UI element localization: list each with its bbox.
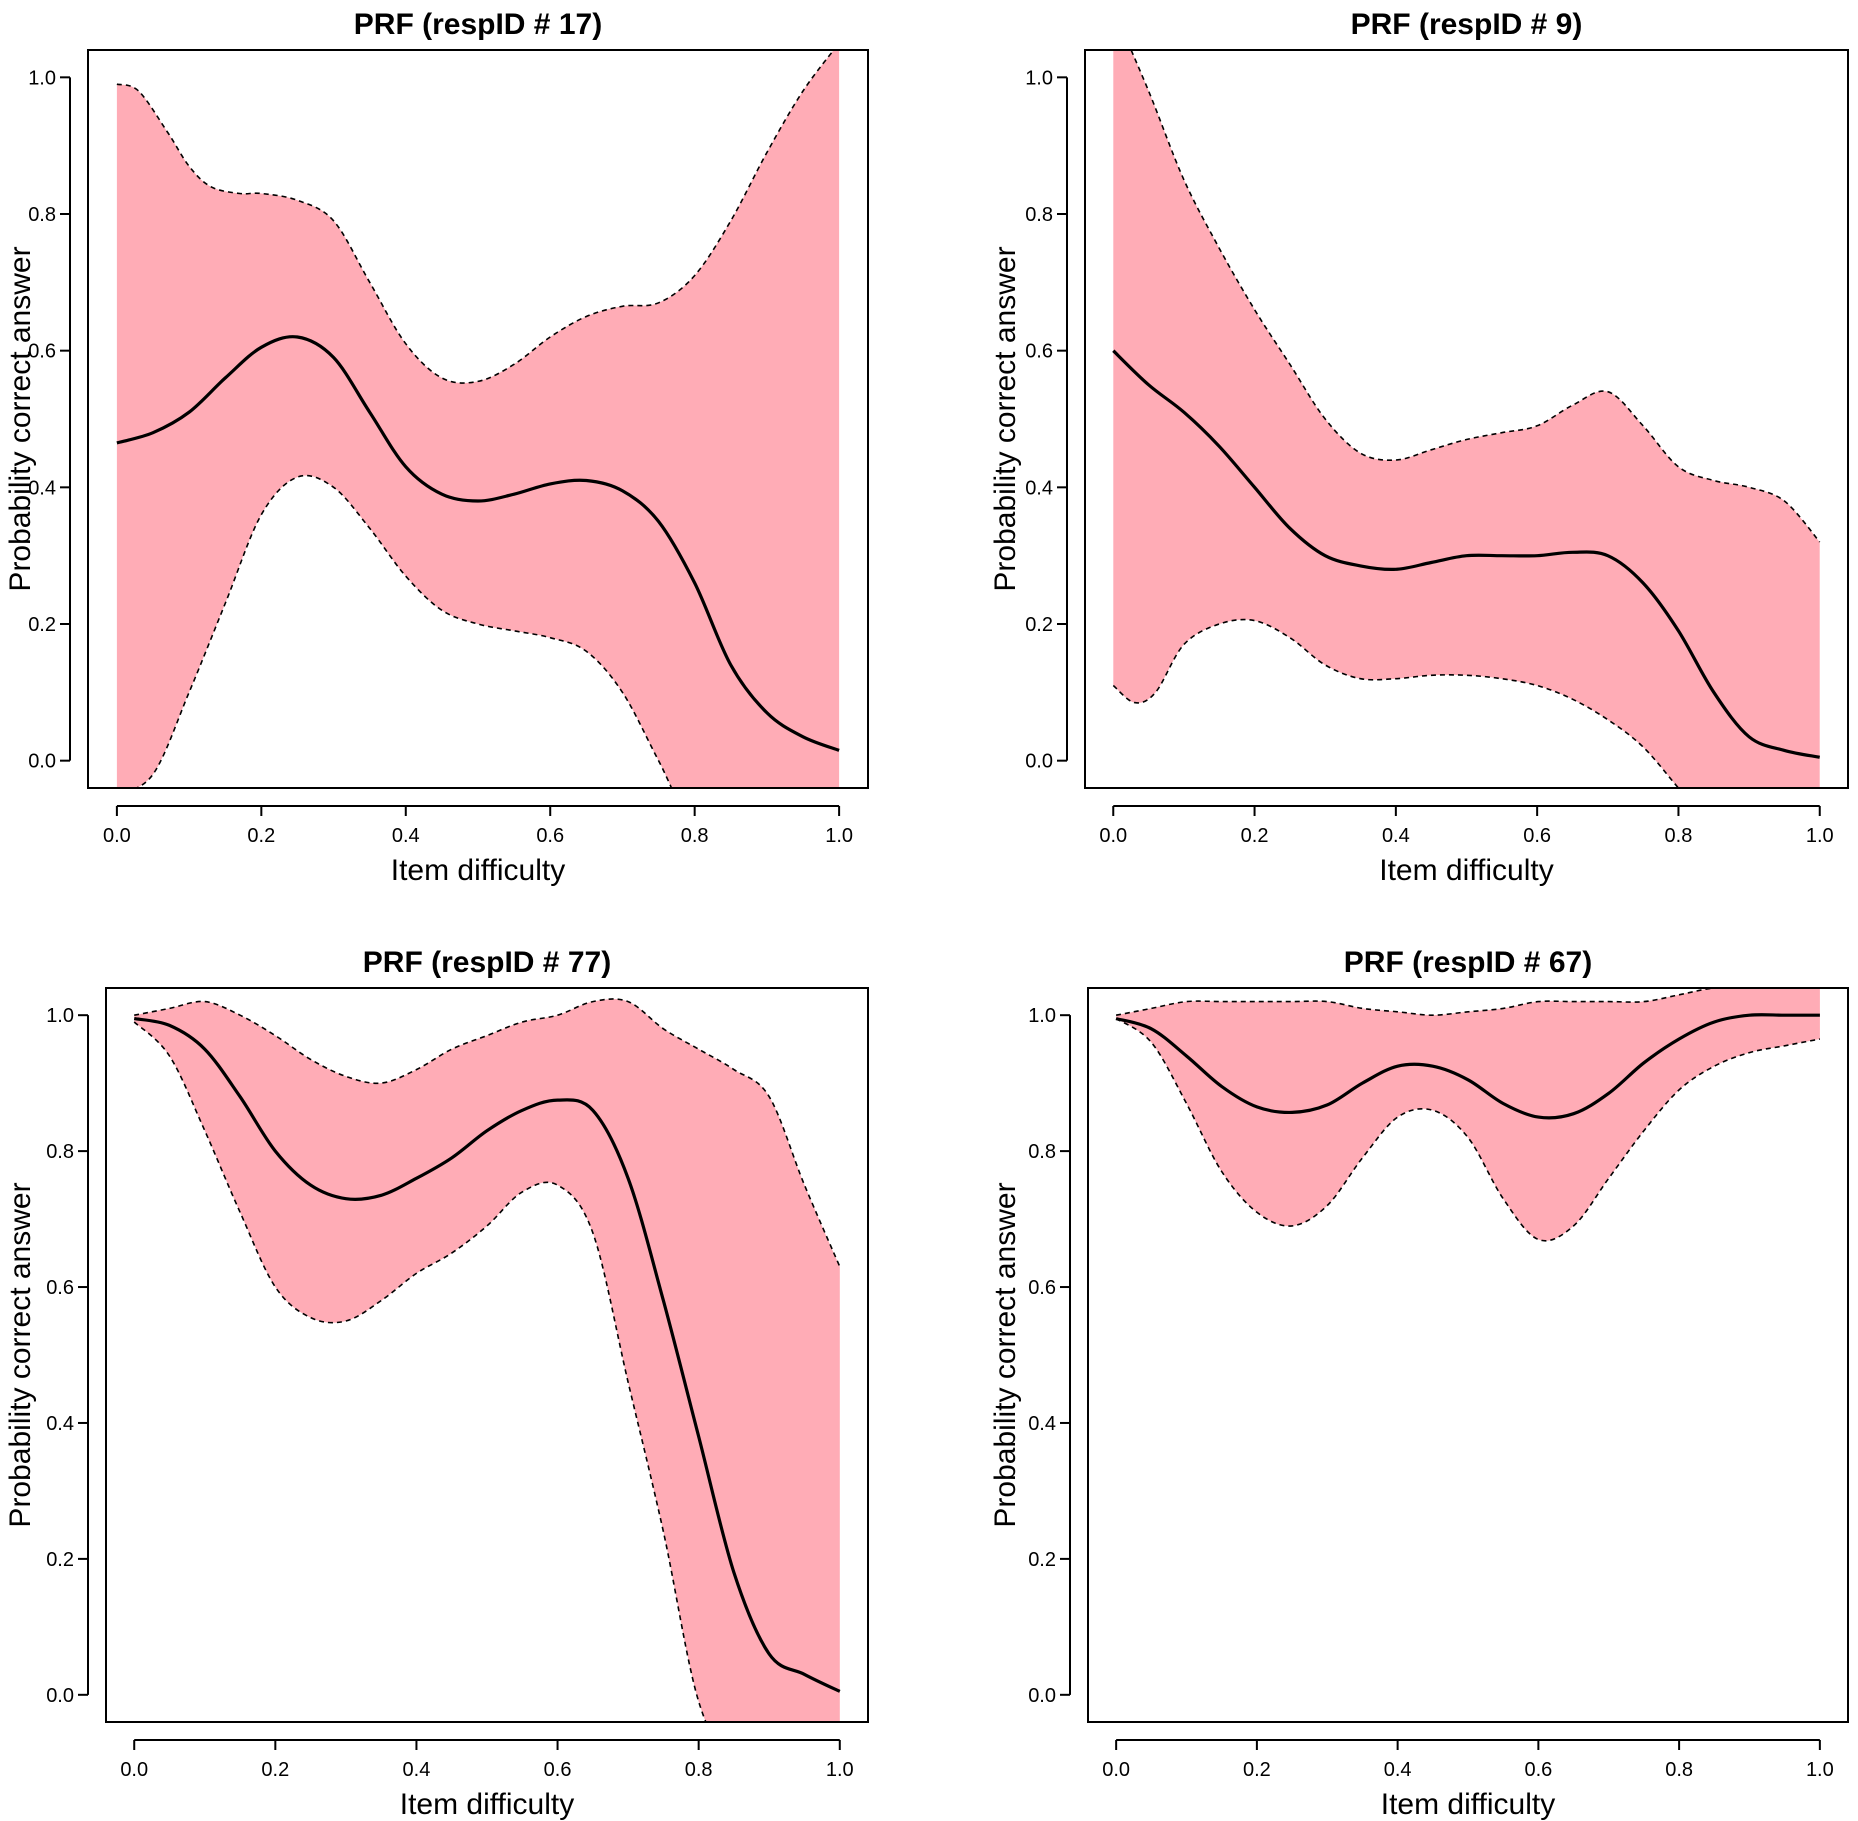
x-tick-label: 0.6 xyxy=(536,825,564,847)
y-tick-label: 0.2 xyxy=(1025,614,1053,636)
lower-bound-line xyxy=(1115,1017,1821,1242)
x-tick-label: 0.8 xyxy=(685,1759,713,1781)
panel-title: PRF (respID # 77) xyxy=(363,946,611,979)
estimate-line xyxy=(1112,349,1821,759)
confidence-band xyxy=(1113,50,1820,788)
x-tick-label: 1.0 xyxy=(825,825,853,847)
x-tick-label: 0.2 xyxy=(1243,1759,1271,1781)
x-tick-label: 0.4 xyxy=(1382,825,1410,847)
y-tick-label: 0.6 xyxy=(1028,1277,1056,1299)
panel-4: 0.0 0.2 0.4 0.6 0.8 1.0 0.0 0.2 0.4 0.6 0.8 1.0 PRF … xyxy=(989,946,1849,1821)
y-tick-label: 0.4 xyxy=(46,1413,74,1435)
x-tick-label: 0.2 xyxy=(1241,825,1269,847)
panel-1: 0.0 0.2 0.4 0.6 0.8 1.0 0.0 0.2 0.4 0.6 0.8 1.0 PRF … xyxy=(4,8,869,887)
x-tick-label: 0.0 xyxy=(1099,825,1127,847)
x-axis-label: Item difficulty xyxy=(400,1788,575,1821)
plot-frame xyxy=(1087,987,1849,1723)
y-axis-label: Probability correct answer xyxy=(989,246,1022,591)
panel-title: PRF (respID # 9) xyxy=(1351,8,1583,41)
y-tick-label: 0.4 xyxy=(1025,477,1053,499)
x-tick-label: 0.6 xyxy=(1524,1759,1552,1781)
x-tick-label: 0.4 xyxy=(1384,1759,1412,1781)
y-tick-label: 0.6 xyxy=(28,341,56,363)
y-tick-label: 0.8 xyxy=(28,204,56,226)
estimate-line xyxy=(133,1017,841,1693)
x-tick-label: 0.4 xyxy=(392,825,420,847)
y-tick-label: 0.2 xyxy=(46,1549,74,1571)
y-tick-label: 0.6 xyxy=(46,1277,74,1299)
x-tick-label: 0.2 xyxy=(261,1759,289,1781)
upper-bound-line xyxy=(1115,988,1820,1017)
upper-bound-line xyxy=(134,998,841,1267)
lower-bound-line xyxy=(1112,618,1680,788)
panel-title: PRF (respID # 17) xyxy=(354,8,602,41)
confidence-band xyxy=(134,999,840,1722)
y-tick-label: 0.2 xyxy=(1028,1549,1056,1571)
x-tick-label: 0.6 xyxy=(544,1759,572,1781)
x-tick-label: 1.0 xyxy=(1806,825,1834,847)
y-tick-label: 0.4 xyxy=(1028,1413,1056,1435)
y-tick-label: 0.0 xyxy=(28,751,56,773)
estimate-line xyxy=(1115,1013,1820,1120)
x-tick-label: 1.0 xyxy=(826,1759,854,1781)
y-tick-label: 0.8 xyxy=(1028,1141,1056,1163)
plot-frame xyxy=(105,987,869,1723)
x-tick-label: 0.8 xyxy=(1665,1759,1693,1781)
confidence-band xyxy=(116,50,840,788)
x-tick-label: 0.0 xyxy=(120,1759,148,1781)
y-tick-label: 1.0 xyxy=(46,1005,74,1027)
x-tick-label: 0.0 xyxy=(1102,1759,1130,1781)
y-axis-label: Probability correct answer xyxy=(989,1182,1022,1527)
x-tick-label: 0.2 xyxy=(247,825,275,847)
y-tick-label: 0.2 xyxy=(28,614,56,636)
panel-3: 0.0 0.2 0.4 0.6 0.8 1.0 0.0 0.2 0.4 0.6 0.8 1.0 PRF … xyxy=(4,946,869,1821)
confidence-band xyxy=(1116,988,1820,1241)
y-tick-label: 0.0 xyxy=(1028,1685,1056,1707)
x-tick-label: 0.4 xyxy=(403,1759,431,1781)
y-tick-label: 0.0 xyxy=(46,1685,74,1707)
plot-frame xyxy=(87,49,869,789)
x-tick-label: 1.0 xyxy=(1806,1759,1834,1781)
y-tick-label: 1.0 xyxy=(28,67,56,89)
y-tick-label: 0.8 xyxy=(46,1141,74,1163)
lower-bound-line xyxy=(133,1021,707,1722)
x-axis-label: Item difficulty xyxy=(1381,1788,1556,1821)
x-axis-label: Item difficulty xyxy=(1379,854,1554,887)
y-axis-label: Probability correct answer xyxy=(4,1182,37,1527)
y-tick-label: 0.0 xyxy=(1025,751,1053,773)
y-tick-label: 1.0 xyxy=(1028,1005,1056,1027)
y-tick-label: 0.8 xyxy=(1025,204,1053,226)
y-axis-label: Probability correct answer xyxy=(4,246,37,591)
y-tick-label: 0.6 xyxy=(1025,341,1053,363)
plot-frame xyxy=(1084,49,1849,789)
y-tick-label: 1.0 xyxy=(1025,67,1053,89)
upper-bound-line xyxy=(1130,50,1821,543)
x-tick-label: 0.0 xyxy=(103,825,131,847)
panel-2: 0.0 0.2 0.4 0.6 0.8 1.0 0.0 0.2 0.4 0.6 0.8 1.0 PRF … xyxy=(989,8,1849,887)
estimate-line xyxy=(116,335,840,752)
x-axis-label: Item difficulty xyxy=(391,854,566,887)
x-tick-label: 0.8 xyxy=(681,825,709,847)
panel-title: PRF (respID # 67) xyxy=(1344,946,1592,979)
y-tick-label: 0.4 xyxy=(28,477,56,499)
x-tick-label: 0.6 xyxy=(1523,825,1551,847)
upper-bound-line xyxy=(116,50,835,384)
lower-bound-line xyxy=(134,474,673,788)
x-tick-label: 0.8 xyxy=(1665,825,1693,847)
